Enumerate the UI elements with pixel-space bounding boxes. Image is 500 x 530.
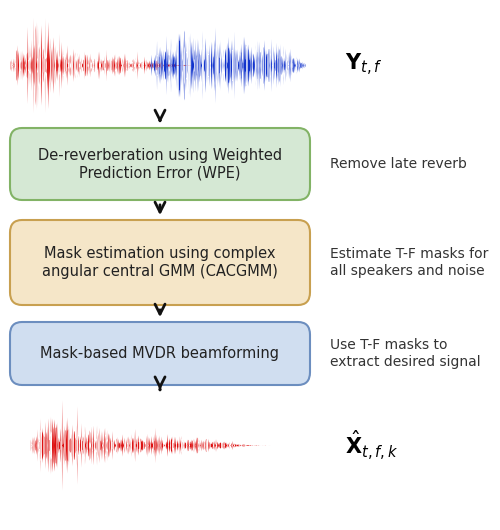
Text: Remove late reverb: Remove late reverb: [330, 157, 467, 171]
Text: Mask-based MVDR beamforming: Mask-based MVDR beamforming: [40, 346, 280, 361]
Text: $\hat{\mathbf{X}}_{t,f,k}$: $\hat{\mathbf{X}}_{t,f,k}$: [345, 428, 398, 462]
Text: $\mathbf{Y}_{t,f}$: $\mathbf{Y}_{t,f}$: [345, 52, 383, 78]
FancyBboxPatch shape: [10, 322, 310, 385]
Text: Mask estimation using complex
angular central GMM (CACGMM): Mask estimation using complex angular ce…: [42, 246, 278, 279]
FancyBboxPatch shape: [10, 128, 310, 200]
Text: De-reverberation using Weighted
Prediction Error (WPE): De-reverberation using Weighted Predicti…: [38, 148, 282, 180]
Text: Use T-F masks to
extract desired signal: Use T-F masks to extract desired signal: [330, 338, 480, 368]
FancyBboxPatch shape: [10, 220, 310, 305]
Text: Estimate T-F masks for
all speakers and noise: Estimate T-F masks for all speakers and …: [330, 248, 488, 278]
